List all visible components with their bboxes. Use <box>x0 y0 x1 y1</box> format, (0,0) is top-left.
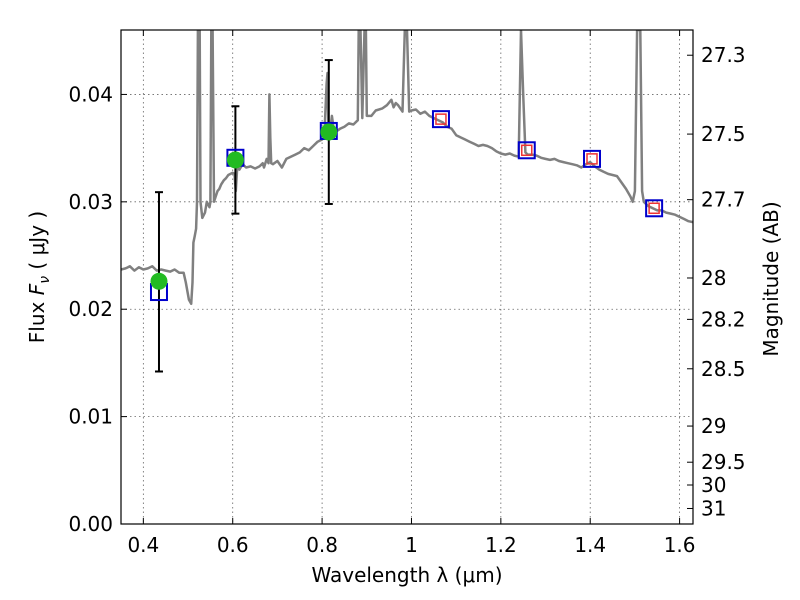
model-point <box>517 141 536 160</box>
observed-point <box>150 272 168 290</box>
x-tick-label: 0.6 <box>217 533 249 557</box>
y-tick-label: 0.02 <box>68 297 113 321</box>
y-tick-label: 0.00 <box>68 512 113 536</box>
y2-tick-label: 29.5 <box>701 450 746 474</box>
x-axis-label: Wavelength λ (μm) <box>311 563 502 587</box>
plot-frame <box>120 29 694 525</box>
x-tick-label: 1.2 <box>485 533 517 557</box>
y-tick-label: 0.01 <box>68 405 113 429</box>
model-point <box>583 149 602 168</box>
limit-point <box>435 113 447 125</box>
x-tick-label: 0.4 <box>127 533 159 557</box>
y2-tick-label: 28 <box>701 266 726 290</box>
x-tick-label: 1 <box>405 533 418 557</box>
x-tick-label: 1.4 <box>574 533 606 557</box>
limit-point <box>648 202 660 215</box>
limit-point <box>586 153 598 165</box>
y2-tick-label: 27.5 <box>701 122 746 146</box>
model-point <box>431 110 450 129</box>
y-tick-label: 0.04 <box>68 82 113 106</box>
observed-point <box>320 123 338 141</box>
x-tick-label: 1.6 <box>664 533 696 557</box>
observed-point <box>226 151 244 169</box>
y2-tick-label: 28.5 <box>701 357 746 381</box>
y2-tick-label: 30 <box>701 473 726 497</box>
spectrum-line <box>121 30 693 306</box>
y2-tick-label: 27.7 <box>701 188 746 212</box>
y-axis-label-symbol: F <box>25 283 49 295</box>
y-axis-label-suffix: ( μJy ) <box>25 211 49 276</box>
x-tick-label: 0.8 <box>306 533 338 557</box>
y-axis-label-subscript: ν <box>37 276 53 284</box>
y2-axis-label: Magnitude (AB) <box>759 201 783 356</box>
y2-tick-label: 31 <box>701 496 726 520</box>
y2-tick-label: 28.2 <box>701 307 746 331</box>
y-axis-label-prefix: Flux <box>25 295 49 343</box>
limit-point <box>521 144 533 157</box>
y-tick-label: 0.03 <box>68 190 113 214</box>
y2-tick-label: 27.3 <box>701 43 746 67</box>
y-axis-label: Flux Fν ( μJy ) <box>25 211 53 343</box>
y2-tick-label: 29 <box>701 414 726 438</box>
axis-ticks: 0.4 0.6 0.8 1 1.2 1.4 1.6 0.00 0.01 0.02 0.03 0.04 2… <box>68 30 746 557</box>
model-point <box>645 199 664 218</box>
spectrum-layer <box>121 30 693 306</box>
marker-layer <box>149 110 664 302</box>
